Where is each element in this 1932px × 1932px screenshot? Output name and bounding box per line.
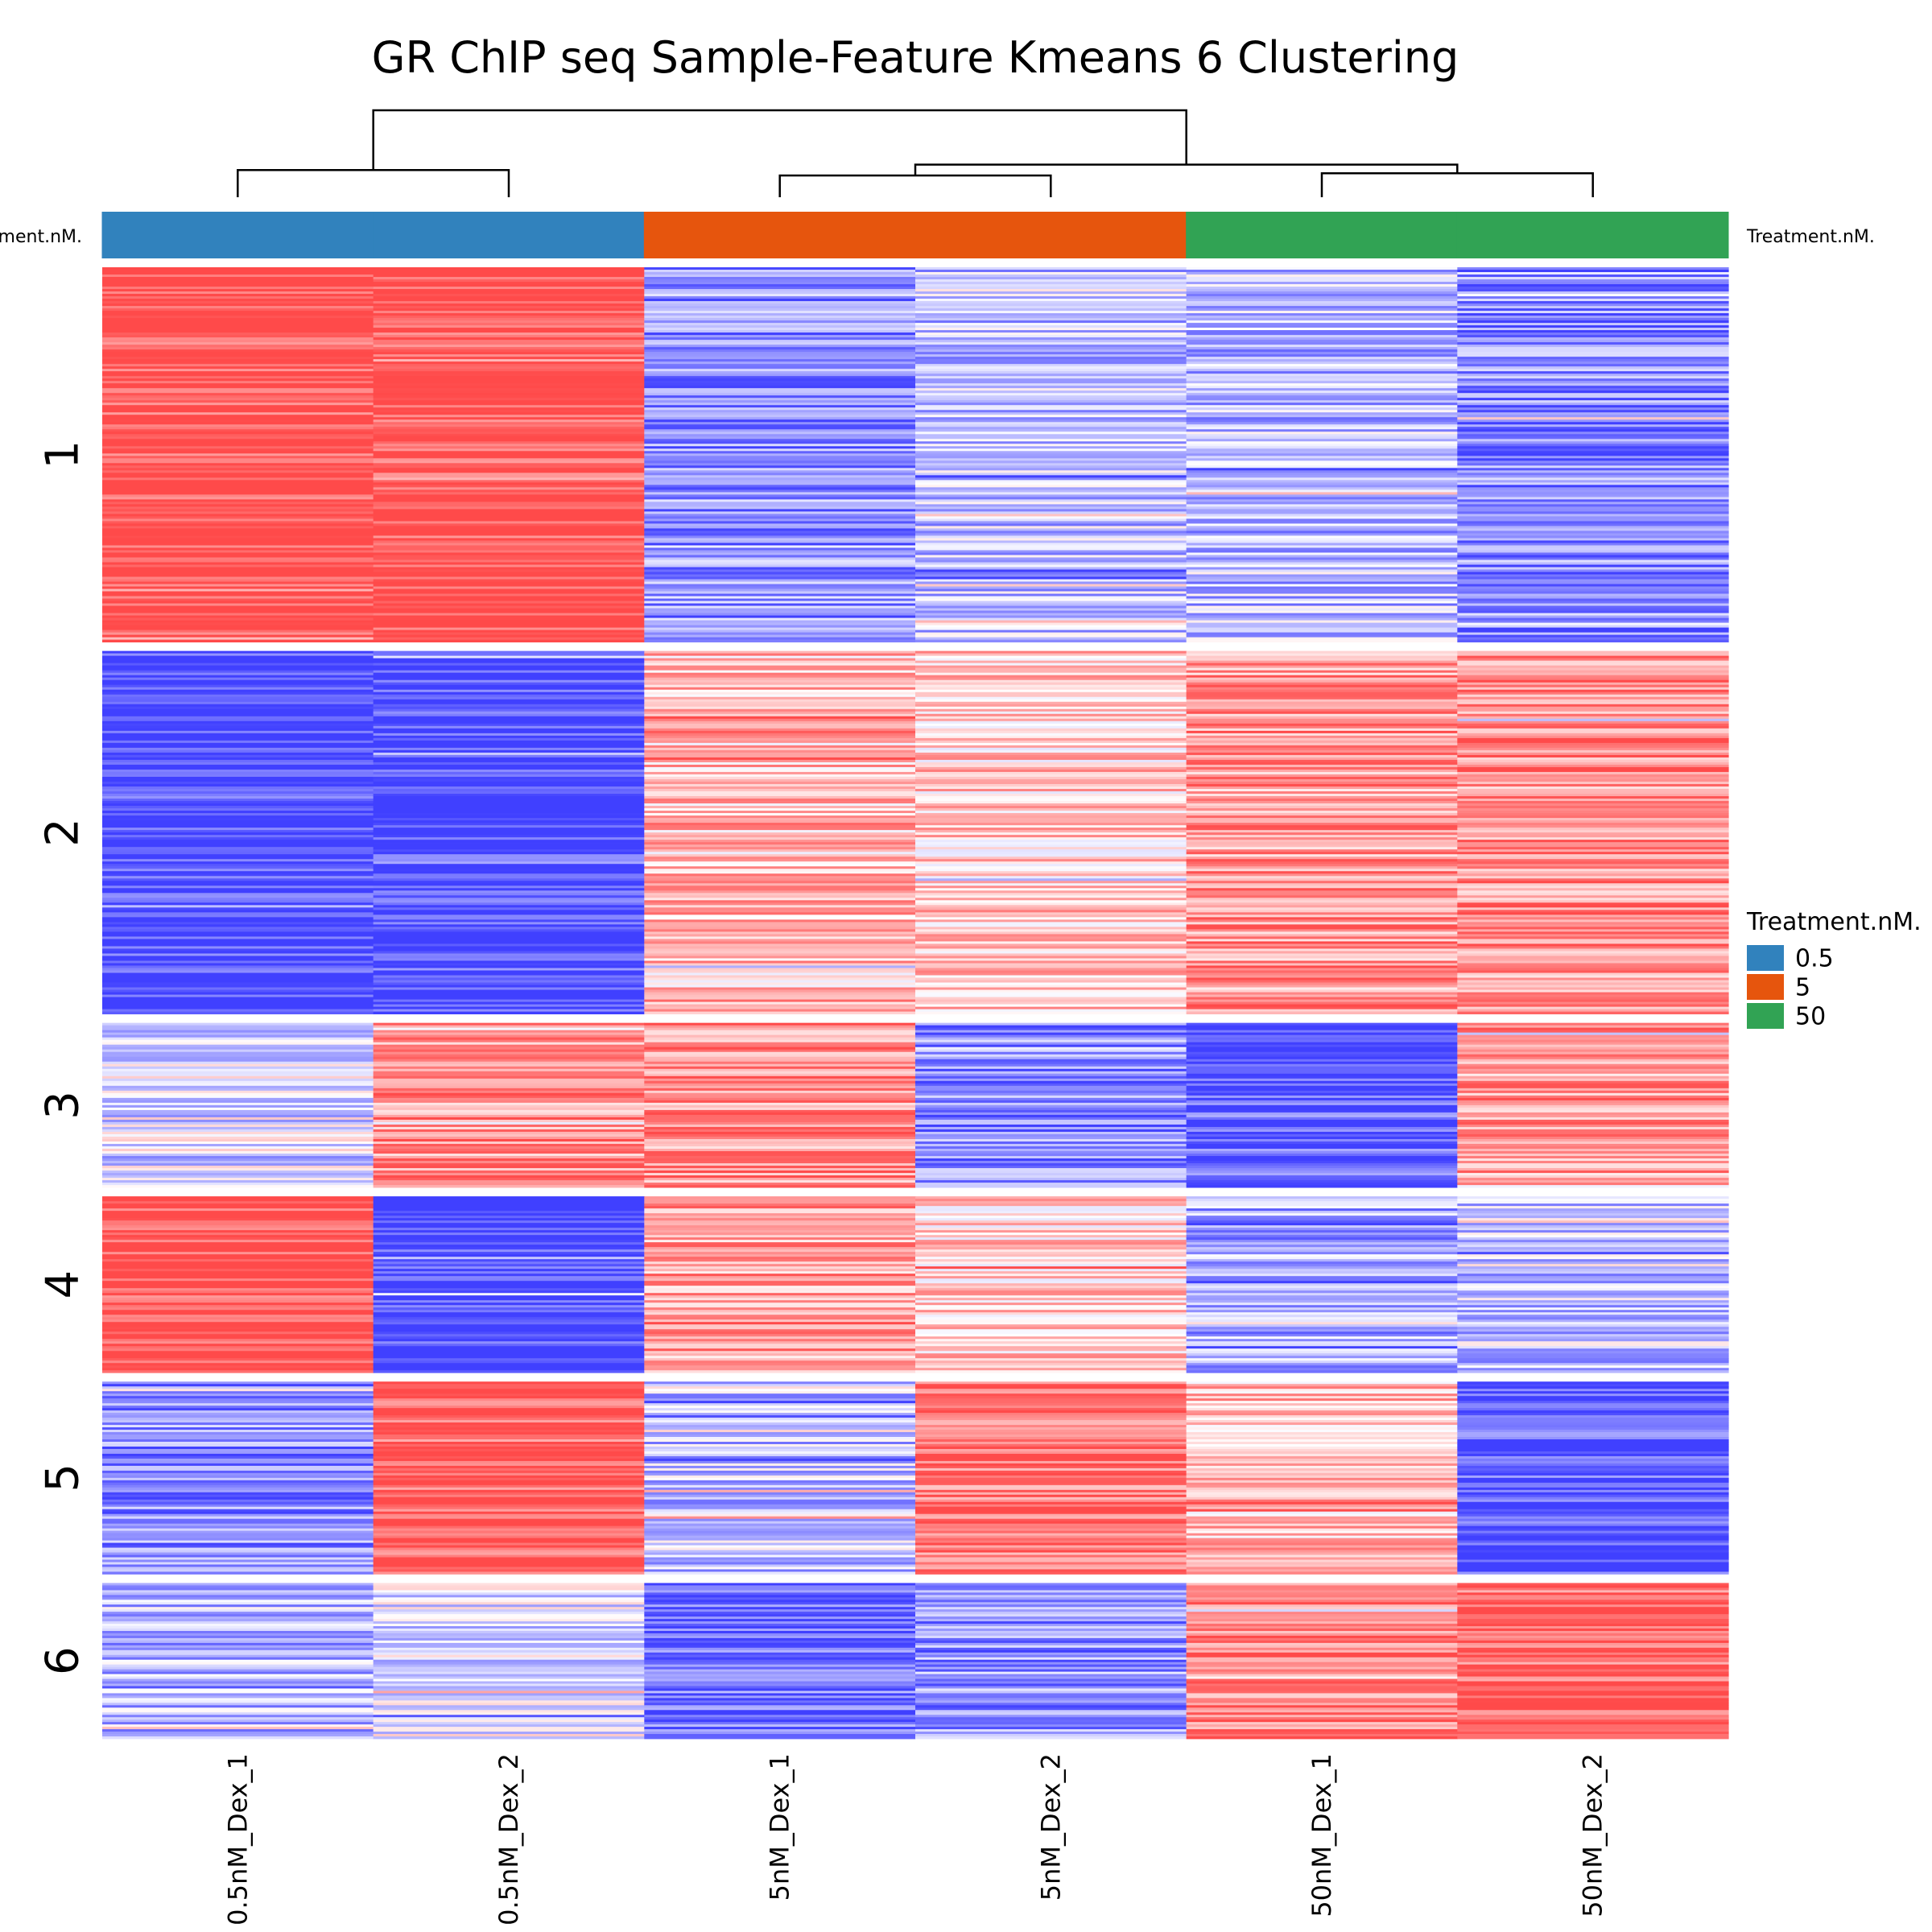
column-label-50nM_Dex_1: 50nM_Dex_1 bbox=[1307, 1753, 1337, 1918]
column-label-50nM_Dex_2: 50nM_Dex_2 bbox=[1578, 1753, 1608, 1918]
annotation-cell-50nM_Dex_1 bbox=[1186, 212, 1458, 258]
heatmap-cell-4-0.5nM_Dex_1 bbox=[102, 1196, 374, 1373]
heatmap-cell-3-0.5nM_Dex_1 bbox=[102, 1022, 374, 1188]
column-label-0.5nM_Dex_1: 0.5nM_Dex_1 bbox=[222, 1753, 253, 1926]
heatmap-cell-3-5nM_Dex_1 bbox=[644, 1022, 916, 1188]
annotation-cell-0.5nM_Dex_1 bbox=[101, 212, 374, 258]
heatmap-cell-2-5nM_Dex_1 bbox=[644, 650, 916, 1015]
row-cluster-1 bbox=[102, 267, 1729, 643]
heatmap-cell-1-5nM_Dex_1 bbox=[644, 267, 916, 643]
annotation-bar bbox=[101, 212, 1729, 258]
heatmap-cell-1-5nM_Dex_2 bbox=[915, 267, 1187, 643]
heatmap-cell-4-50nM_Dex_1 bbox=[1186, 1196, 1458, 1373]
heatmap-cell-2-0.5nM_Dex_1 bbox=[102, 650, 374, 1015]
dendrogram-merge-3 bbox=[1320, 172, 1594, 197]
row-cluster-labels: 1 2 3 4 5 6 bbox=[36, 440, 89, 1675]
column-label-0.5nM_Dex_2: 0.5nM_Dex_2 bbox=[493, 1753, 524, 1926]
annotation-name-right: Treatment.nM. bbox=[1746, 227, 1875, 247]
row-cluster-label-1: 1 bbox=[37, 440, 89, 469]
heatmap-cell-5-5nM_Dex_2 bbox=[915, 1381, 1187, 1575]
heatmap-cell-6-50nM_Dex_1 bbox=[1186, 1583, 1458, 1740]
row-cluster-6 bbox=[102, 1583, 1729, 1740]
dendrogram-merge-5 bbox=[372, 109, 1187, 171]
heatmap-cell-4-50nM_Dex_2 bbox=[1457, 1196, 1729, 1373]
heatmap-cell-5-0.5nM_Dex_2 bbox=[373, 1381, 645, 1575]
heatmap-cell-6-0.5nM_Dex_2 bbox=[373, 1583, 645, 1740]
legend-swatch-0.5 bbox=[1747, 945, 1784, 971]
row-cluster-label-4: 4 bbox=[36, 1270, 89, 1299]
heatmap-cell-3-50nM_Dex_1 bbox=[1186, 1022, 1458, 1188]
heatmap-cell-6-5nM_Dex_2 bbox=[915, 1583, 1187, 1740]
heatmap-cell-4-0.5nM_Dex_2 bbox=[373, 1196, 645, 1373]
heatmap-cell-2-0.5nM_Dex_2 bbox=[373, 650, 645, 1015]
heatmap-body bbox=[102, 267, 1729, 1740]
heatmap-cell-1-50nM_Dex_1 bbox=[1186, 267, 1458, 643]
heatmap-cell-6-50nM_Dex_2 bbox=[1457, 1583, 1729, 1740]
heatmap-cell-4-5nM_Dex_2 bbox=[915, 1196, 1187, 1373]
annotation-cell-0.5nM_Dex_2 bbox=[373, 212, 645, 258]
heatmap-cell-2-50nM_Dex_1 bbox=[1186, 650, 1458, 1015]
row-cluster-label-2: 2 bbox=[37, 818, 89, 847]
legend-title: Treatment.nM. bbox=[1746, 908, 1922, 936]
row-cluster-label-5: 5 bbox=[37, 1463, 89, 1492]
legend-label-5: 5 bbox=[1795, 974, 1810, 1002]
legend-label-50: 50 bbox=[1795, 1003, 1826, 1031]
legend-swatch-5 bbox=[1747, 974, 1784, 1000]
dendrogram-merge-2 bbox=[778, 174, 1052, 197]
heatmap-cell-5-50nM_Dex_2 bbox=[1457, 1381, 1729, 1575]
legend-swatch-50 bbox=[1747, 1003, 1784, 1029]
heatmap-cell-4-5nM_Dex_1 bbox=[644, 1196, 916, 1373]
column-dendrogram bbox=[237, 109, 1594, 197]
heatmap-cell-2-50nM_Dex_2 bbox=[1457, 650, 1729, 1015]
heatmap-cell-1-50nM_Dex_2 bbox=[1457, 267, 1729, 643]
heatmap-cell-1-0.5nM_Dex_1 bbox=[102, 267, 374, 643]
heatmap-cell-5-50nM_Dex_1 bbox=[1186, 1381, 1458, 1575]
annotation-name-left: Treatment.nM. bbox=[0, 227, 82, 247]
heatmap-cell-3-50nM_Dex_2 bbox=[1457, 1022, 1729, 1188]
legend-label-0.5: 0.5 bbox=[1795, 945, 1834, 973]
row-cluster-2 bbox=[102, 650, 1729, 1015]
column-label-5nM_Dex_1: 5nM_Dex_1 bbox=[765, 1753, 795, 1901]
row-cluster-3 bbox=[102, 1022, 1729, 1188]
annotation-cell-50nM_Dex_2 bbox=[1456, 212, 1729, 258]
heatmap-cell-1-0.5nM_Dex_2 bbox=[373, 267, 645, 643]
column-labels: 0.5nM_Dex_1 0.5nM_Dex_2 5nM_Dex_1 5nM_Dex_2… bbox=[222, 1753, 1608, 1926]
heatmap-cell-6-5nM_Dex_1 bbox=[644, 1583, 916, 1740]
annotation-cell-5nM_Dex_1 bbox=[643, 212, 916, 258]
heatmap-cell-5-5nM_Dex_1 bbox=[644, 1381, 916, 1575]
chart-title: GR ChIP seq Sample-Feature Kmeans 6 Clus… bbox=[372, 32, 1459, 83]
row-cluster-label-3: 3 bbox=[36, 1091, 89, 1120]
heatmap-cell-2-5nM_Dex_2 bbox=[915, 650, 1187, 1015]
annotation-cell-5nM_Dex_2 bbox=[914, 212, 1187, 258]
dendrogram-merge-1 bbox=[237, 169, 510, 197]
heatmap-cell-3-5nM_Dex_2 bbox=[915, 1022, 1187, 1188]
column-label-5nM_Dex_2: 5nM_Dex_2 bbox=[1035, 1753, 1066, 1901]
row-cluster-4 bbox=[102, 1196, 1729, 1373]
row-cluster-5 bbox=[102, 1381, 1729, 1575]
heatmap-cell-6-0.5nM_Dex_1 bbox=[102, 1583, 374, 1740]
row-cluster-label-6: 6 bbox=[37, 1646, 89, 1675]
heatmap-cell-5-0.5nM_Dex_1 bbox=[102, 1381, 374, 1575]
heatmap-cell-3-0.5nM_Dex_2 bbox=[373, 1022, 645, 1188]
